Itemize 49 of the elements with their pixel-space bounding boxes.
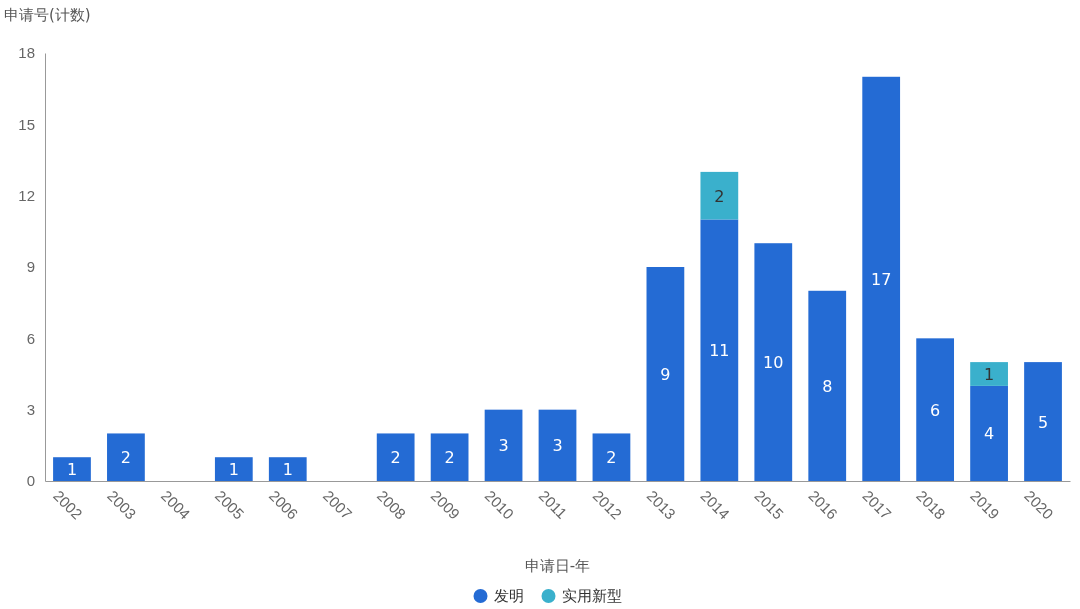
bar [862,76,901,481]
y-tick-label: 3 [26,400,35,418]
bar [1024,362,1062,481]
bar [808,290,847,481]
data-label: 11 [709,341,730,361]
legend-label: 发明 [493,587,524,605]
bar [970,362,1008,386]
data-label: 2 [120,448,132,468]
bar [376,433,415,481]
data-label: 9 [660,365,671,384]
data-label: 4 [983,424,995,444]
bar [754,243,793,481]
data-label: 2 [390,448,401,468]
bar [268,457,307,481]
bar [592,433,631,481]
data-label: 17 [871,269,892,289]
data-label: 3 [498,436,509,456]
bar [214,457,253,481]
y-tick-label: 6 [26,329,35,347]
data-label: 6 [930,400,941,420]
bar [700,219,739,481]
data-label: 1 [228,460,239,480]
data-label: 1 [282,460,293,480]
data-label: 2 [714,186,725,206]
bar [916,338,955,481]
data-label: 5 [1037,412,1049,432]
y-tick-label: 18 [18,44,35,62]
bar [484,409,523,481]
bar [538,409,577,481]
bar [107,433,145,481]
y-tick-label: 0 [26,472,35,490]
y-tick-label: 12 [18,186,35,204]
y-tick-label: 9 [26,258,35,276]
y-axis-title: 申请号(计数) [4,6,91,24]
data-label: 10 [763,353,784,373]
bar [53,457,91,481]
data-label: 1 [66,460,78,480]
y-tick-label: 15 [18,115,35,133]
data-label: 1 [983,365,995,384]
legend-label: 实用新型 [561,587,622,605]
x-axis-title: 申请日-年 [524,557,591,575]
bar [646,267,685,481]
data-label: 2 [444,448,455,468]
bar [430,433,469,481]
data-label: 2 [606,448,617,468]
data-label: 3 [552,436,563,456]
bar [970,385,1008,481]
bar [700,171,739,220]
data-label: 8 [822,376,833,396]
